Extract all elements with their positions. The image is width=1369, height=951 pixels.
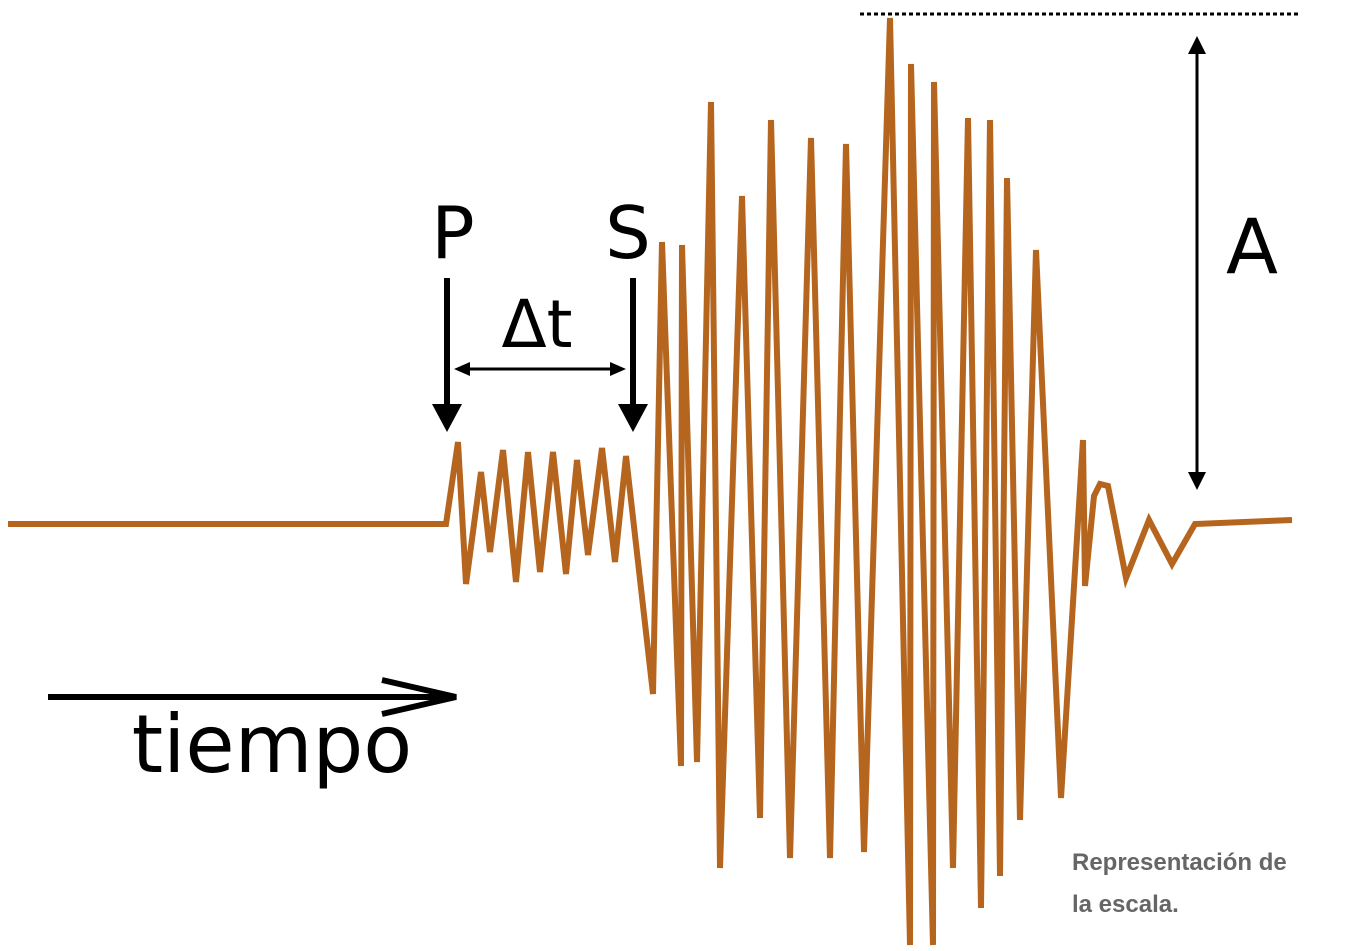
delta-t-label: Δt	[501, 286, 572, 363]
figure-caption: Representación de la escala.	[1072, 842, 1362, 926]
delta-t-arrow	[454, 362, 626, 376]
amplitude-label: A	[1226, 202, 1278, 291]
caption-line-2: la escala.	[1072, 891, 1179, 918]
time-axis-label: tiempo	[132, 698, 412, 791]
seismogram-trace	[8, 17, 1293, 946]
caption-line-1: Representación de	[1072, 849, 1287, 876]
p-arrow	[432, 278, 462, 432]
amplitude-arrow	[1188, 36, 1206, 490]
p-wave-label: P	[431, 191, 474, 275]
s-arrow	[618, 278, 648, 432]
s-wave-label: S	[605, 191, 651, 275]
time-arrow	[48, 677, 457, 717]
